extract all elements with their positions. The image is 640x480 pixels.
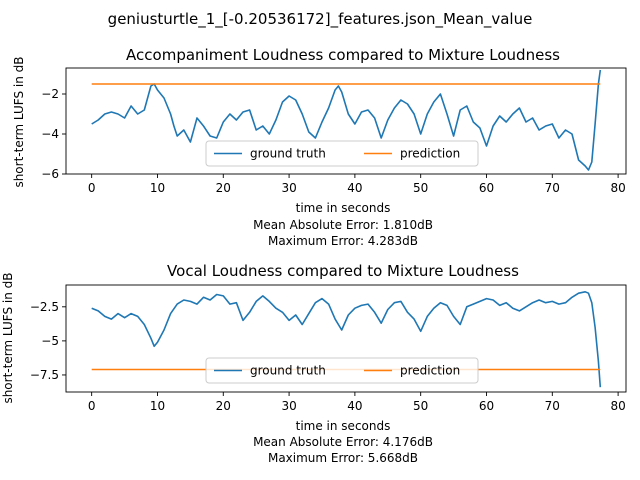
- legend-label: prediction: [400, 147, 460, 161]
- x-tick-label: 70: [545, 399, 560, 413]
- legend-label: ground truth: [250, 147, 326, 161]
- x-tick-label: 60: [479, 399, 494, 413]
- ground-truth-line: [91, 69, 602, 171]
- axes-frame: [65, 284, 627, 393]
- y-axis-label: short-term LUFS in dB: [12, 56, 26, 187]
- x-tick-label: 10: [150, 181, 165, 195]
- accompaniment-chart: Accompaniment Loudness compared to Mixtu…: [12, 46, 627, 248]
- x-tick-label: 30: [281, 399, 296, 413]
- x-tick-label: 50: [413, 399, 428, 413]
- y-tick-label: −7.5: [30, 368, 59, 382]
- mae-stat: Mean Absolute Error: 1.810dB: [253, 218, 433, 232]
- y-tick-label: −6: [41, 167, 59, 181]
- x-tick-label: 30: [281, 181, 296, 195]
- figure-title: geniusturtle_1_[-0.20536172]_features.js…: [108, 10, 533, 29]
- mae-stat: Mean Absolute Error: 4.176dB: [253, 435, 433, 449]
- x-tick-label: 60: [479, 181, 494, 195]
- chart-title: Accompaniment Loudness compared to Mixtu…: [126, 46, 560, 64]
- legend-box: [205, 357, 479, 384]
- plot-area: 0 10 20 30 40 50 60 70 80 −7.5 −5 −2.5 ground truth p…: [30, 284, 627, 413]
- x-tick-label: 10: [150, 399, 165, 413]
- x-tick-label: 40: [347, 181, 362, 195]
- y-tick-label: −2.5: [30, 300, 59, 314]
- vocal-chart: Vocal Loudness compared to Mixture Loudn…: [1, 262, 627, 465]
- x-tick-label: 80: [610, 399, 625, 413]
- plot-area: 0 10 20 30 40 50 60 70 80 −6 −4 −2 ground truth predi…: [41, 67, 627, 195]
- legend-label: ground truth: [250, 364, 326, 378]
- y-tick-label: −4: [41, 127, 59, 141]
- legend-label: prediction: [400, 364, 460, 378]
- max-error-stat: Maximum Error: 4.283dB: [268, 234, 418, 248]
- chart-title: Vocal Loudness compared to Mixture Loudn…: [167, 262, 519, 280]
- x-tick-label: 80: [610, 181, 625, 195]
- x-axis-label: time in seconds: [296, 201, 391, 215]
- y-tick-label: −5: [41, 334, 59, 348]
- x-tick-label: 70: [545, 181, 560, 195]
- y-axis-label: short-term LUFS in dB: [1, 272, 15, 403]
- legend: ground truth prediction: [205, 357, 479, 384]
- x-tick-label: 20: [216, 399, 231, 413]
- y-tick-label: −2: [41, 87, 59, 101]
- x-axis-label: time in seconds: [296, 419, 391, 433]
- max-error-stat: Maximum Error: 5.668dB: [268, 451, 418, 465]
- x-tick-label: 50: [413, 181, 428, 195]
- ground-truth-line: [91, 290, 602, 388]
- legend-box: [205, 140, 479, 167]
- x-tick-label: 0: [88, 399, 96, 413]
- x-tick-label: 0: [88, 181, 96, 195]
- x-tick-label: 20: [216, 181, 231, 195]
- x-tick-label: 40: [347, 399, 362, 413]
- legend: ground truth prediction: [205, 140, 479, 167]
- axes-frame: [65, 67, 627, 175]
